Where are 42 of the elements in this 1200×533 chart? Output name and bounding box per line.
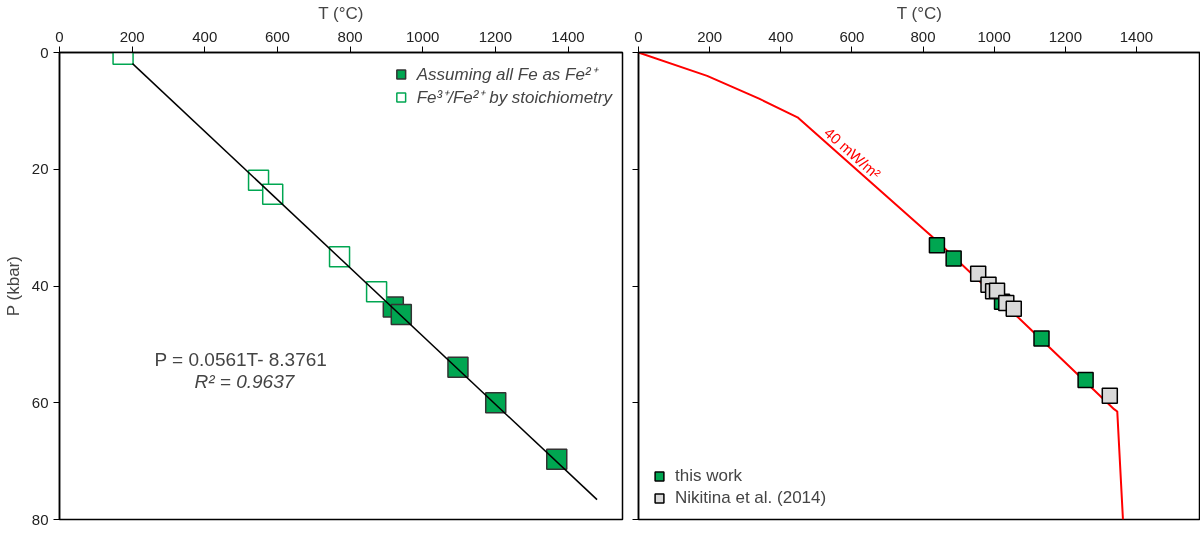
x-tick-label: 0: [55, 27, 64, 45]
point: [988, 282, 1006, 299]
x-tick-label: 1200: [1048, 27, 1083, 45]
x-axis-title: T (°C): [896, 3, 942, 23]
x-tick-label: 1000: [977, 27, 1011, 45]
x-tick-label: 600: [264, 27, 290, 45]
y-tick-label: 20: [31, 160, 49, 178]
x-axis-title: T (°C): [318, 3, 364, 23]
point: [1101, 387, 1119, 404]
x-tick-label: 400: [192, 27, 218, 45]
legend-label: Nikitina et al. (2014): [675, 488, 827, 508]
x-tick-label: 1400: [1119, 27, 1154, 45]
x-tick-label: 200: [119, 27, 145, 45]
point: [365, 281, 388, 303]
y-axis-title: P (kbar): [3, 256, 23, 317]
x-tick-label: 800: [337, 27, 363, 45]
point: [1005, 300, 1023, 318]
x-tick-label: 200: [697, 27, 723, 45]
point: [928, 236, 946, 254]
legend-label: Fe³⁺/Fe²⁺ by stoichiometry: [416, 87, 612, 108]
x-tick-label: 600: [839, 27, 865, 45]
y-tick-label: 0: [40, 43, 49, 61]
point: [447, 356, 469, 378]
x-tick-label: 800: [910, 27, 936, 45]
annotation: R² = 0.9637: [194, 370, 296, 392]
x-tick-label: 400: [768, 27, 794, 45]
point: [1033, 330, 1050, 347]
point: [484, 392, 507, 414]
y-tick-label: 40: [31, 277, 49, 294]
point: [1077, 371, 1094, 389]
x-tick-label: 0: [634, 27, 643, 45]
x-tick-label: 1000: [406, 27, 440, 45]
y-tick-label: 60: [31, 393, 49, 411]
point: [945, 250, 962, 267]
point: [328, 246, 351, 268]
annotation: P = 0.0561T- 8.3761: [154, 348, 327, 370]
legend-label: Assuming all Fe as Fe²⁺: [416, 64, 597, 85]
legend-label: this work: [675, 466, 743, 486]
x-tick-label: 1200: [478, 27, 513, 45]
y-tick-label: 80: [31, 510, 49, 528]
x-tick-label: 1400: [551, 27, 585, 45]
point: [546, 448, 568, 471]
